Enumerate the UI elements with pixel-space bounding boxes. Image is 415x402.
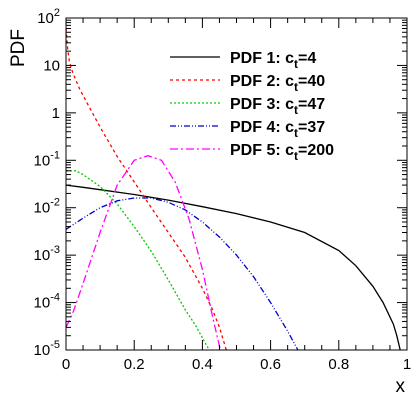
y-tick-label: 1 [52, 105, 60, 122]
series-line-pdf-4 [66, 197, 299, 350]
x-tick-label: 1 [403, 356, 411, 373]
legend-label-pdf-5: PDF 5: ct=200 [230, 142, 334, 163]
y-tick-label: 102 [37, 7, 60, 27]
series-line-pdf-3 [66, 170, 210, 350]
y-tick-label: 10-4 [34, 292, 60, 312]
series-line-pdf-2 [66, 28, 227, 350]
series-line-pdf-5 [66, 155, 221, 350]
series-line-pdf-1 [66, 184, 401, 350]
legend-label-pdf-4: PDF 4: ct=37 [230, 119, 325, 140]
x-tick-label: 0.2 [124, 356, 145, 373]
x-tick-label: 0.6 [260, 356, 281, 373]
y-tick-label: 10-3 [34, 244, 60, 264]
legend-label-pdf-1: PDF 1: ct=4 [230, 50, 316, 71]
series-layer [66, 28, 401, 350]
y-tick-label: 10-5 [34, 339, 60, 359]
axes-layer: 0 0.2 0.4 0.6 0.8 1 10-5 10-4 10-3 10-2 10-1 1 10 102 [34, 7, 412, 373]
x-tick-label: 0.4 [192, 356, 213, 373]
y-tick-label: 10-2 [34, 197, 60, 217]
plot-frame [65, 17, 408, 351]
y-axis-title: PDF [8, 29, 29, 67]
legend-label-pdf-2: PDF 2: ct=40 [230, 73, 325, 94]
y-tick-label: 10 [43, 57, 60, 74]
legend-label-pdf-3: PDF 3: ct=47 [230, 96, 325, 117]
y-tick-label: 10-1 [34, 149, 60, 169]
x-tick-label: 0.8 [328, 356, 349, 373]
x-axis-title: x [396, 376, 406, 397]
x-tick-label: 0 [62, 356, 70, 373]
